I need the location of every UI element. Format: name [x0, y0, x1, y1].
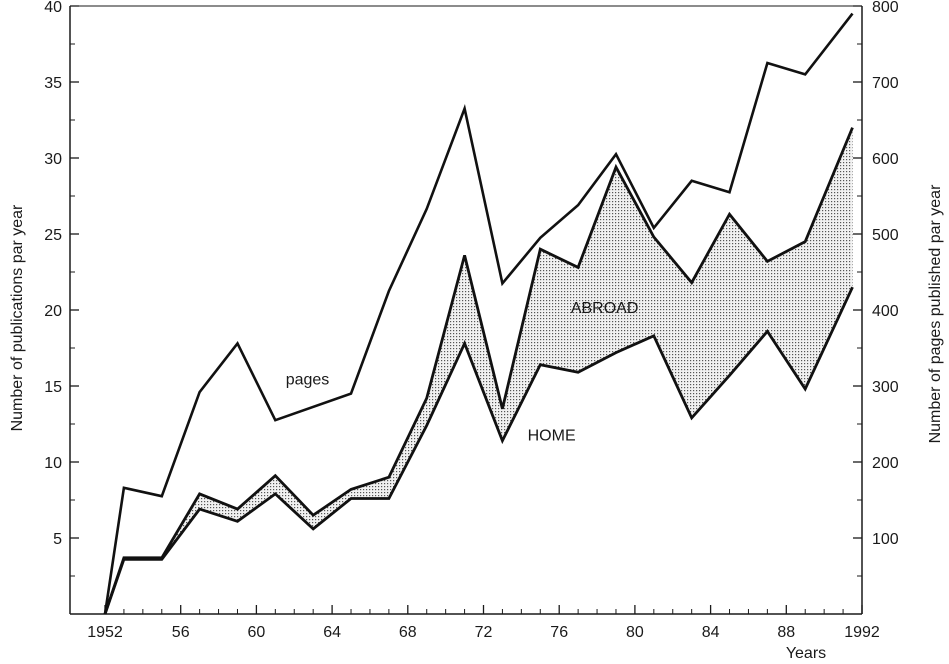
x-tick-label: 60 [248, 624, 266, 641]
x-tick-label: 72 [475, 624, 493, 641]
y-right-tick-label: 400 [872, 303, 899, 320]
y-right-tick-label: 100 [872, 531, 899, 548]
y-left-tick-label: 30 [44, 151, 62, 168]
y-axis-right-title: Number of pages published par year [927, 184, 944, 443]
y-left-tick-label: 35 [44, 75, 62, 92]
abroad-shaded-area [105, 127, 853, 614]
y-left-tick-label: 25 [44, 227, 62, 244]
x-tick-label: 1992 [844, 624, 880, 641]
y-right-tick-label: 200 [872, 455, 899, 472]
x-tick-label: 76 [550, 624, 568, 641]
x-tick-label: 68 [399, 624, 417, 641]
y-left-tick-label: 10 [44, 455, 62, 472]
y-left-tick-label: 40 [44, 0, 62, 16]
axes [69, 5, 863, 615]
annotation-pages: pages [286, 371, 330, 388]
x-tick-label: 64 [323, 624, 341, 641]
x-axis-title: Years [786, 645, 826, 662]
y-right-tick-label: 700 [872, 75, 899, 92]
y-axis-left-title: Number of publications par year [9, 204, 26, 431]
home-line [103, 286, 854, 615]
pages-line [103, 12, 854, 615]
y-right-tick-label: 600 [872, 151, 899, 168]
x-tick-label: 84 [702, 624, 720, 641]
y-right-tick-label: 800 [872, 0, 899, 16]
series-lines [103, 12, 854, 615]
y-left-tick-label: 5 [53, 531, 62, 548]
y-right-tick-label: 500 [872, 227, 899, 244]
annotation-home: HOME [528, 428, 576, 445]
x-tick-label: 56 [172, 624, 190, 641]
abroad-area [105, 127, 853, 614]
y-left-tick-label: 20 [44, 303, 62, 320]
y-right-tick-label: 300 [872, 379, 899, 396]
annotation-abroad: ABROAD [571, 300, 639, 317]
x-tick-label: 1952 [87, 624, 123, 641]
x-tick-label: 80 [626, 624, 644, 641]
y-left-tick-label: 15 [44, 379, 62, 396]
labels: Number of publications par year Number o… [9, 0, 944, 662]
x-tick-label: 88 [777, 624, 795, 641]
abroad-line [103, 127, 854, 615]
